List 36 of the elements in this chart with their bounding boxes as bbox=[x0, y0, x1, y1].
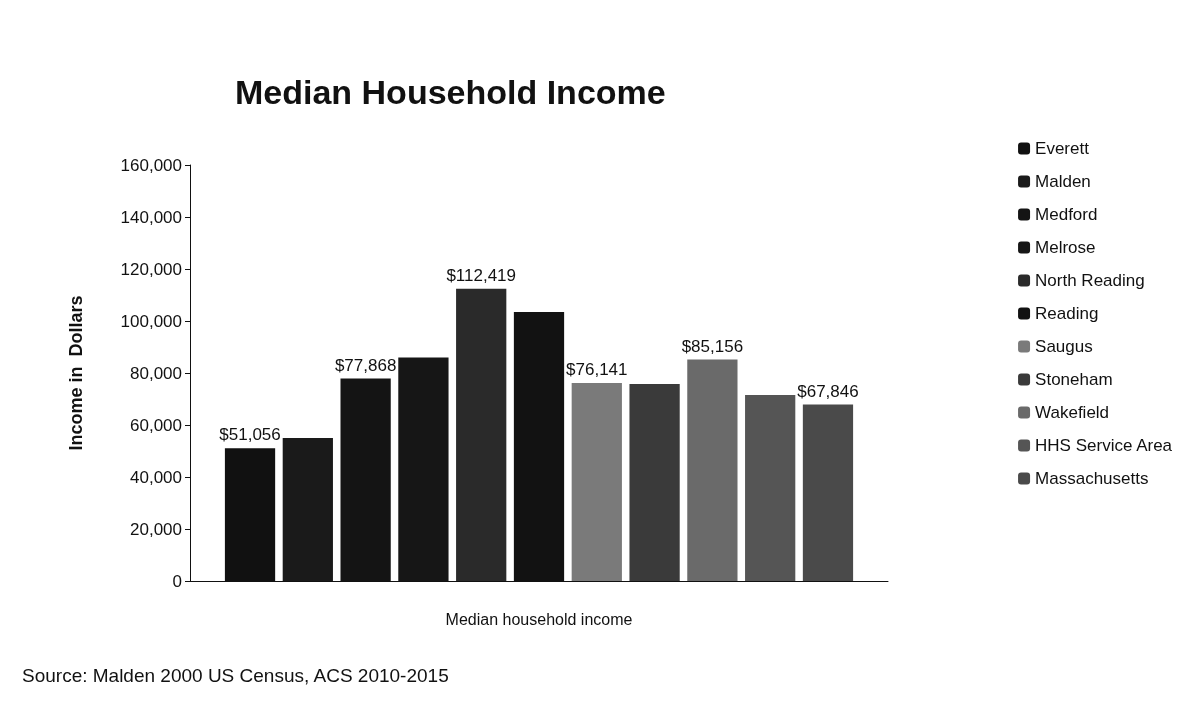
bar bbox=[456, 288, 507, 581]
data-label: $77,868 bbox=[334, 355, 397, 375]
data-label: $76,141 bbox=[566, 360, 628, 380]
y-tick-label: 160,000 bbox=[120, 155, 182, 175]
y-axis-title: Income in Dollars bbox=[66, 295, 86, 451]
y-tick-label: 120,000 bbox=[120, 259, 182, 279]
y-tick-label: 0 bbox=[172, 571, 182, 591]
bar bbox=[745, 395, 796, 581]
y-tick-label: 140,000 bbox=[120, 207, 182, 227]
bar bbox=[629, 383, 680, 581]
data-label: $67,846 bbox=[797, 381, 859, 401]
legend-label: HHS Service Area bbox=[1035, 436, 1173, 455]
data-label: $51,056 bbox=[219, 425, 281, 445]
legend-label: Stoneham bbox=[1035, 370, 1113, 389]
y-tick-label: 60,000 bbox=[130, 415, 182, 435]
data-label: $112,419 bbox=[446, 265, 517, 285]
y-tick-label: 20,000 bbox=[130, 519, 182, 539]
bar bbox=[687, 359, 738, 581]
y-tick-label: 100,000 bbox=[120, 311, 182, 331]
y-tick-label: 40,000 bbox=[130, 467, 182, 487]
bar bbox=[571, 383, 622, 581]
legend-label: Medford bbox=[1035, 205, 1098, 224]
legend-label: Massachusetts bbox=[1035, 469, 1149, 488]
legend-label: Saugus bbox=[1035, 337, 1093, 356]
y-tick-label: 80,000 bbox=[130, 363, 182, 383]
bar bbox=[802, 404, 854, 581]
legend-label: Melrose bbox=[1035, 238, 1096, 257]
chart-title: Median Household Income bbox=[235, 73, 666, 111]
source-note: Source: Malden 2000 US Census, ACS 2010-2015 bbox=[22, 665, 449, 686]
legend-label: Reading bbox=[1035, 304, 1099, 323]
legend-label: Wakefield bbox=[1035, 403, 1110, 422]
data-label: $85,156 bbox=[681, 336, 744, 356]
legend-label: Everett bbox=[1035, 139, 1090, 158]
x-axis-title: Median household income bbox=[445, 610, 633, 628]
legend-label: Malden bbox=[1035, 172, 1091, 191]
legend-label: North Reading bbox=[1035, 271, 1145, 290]
